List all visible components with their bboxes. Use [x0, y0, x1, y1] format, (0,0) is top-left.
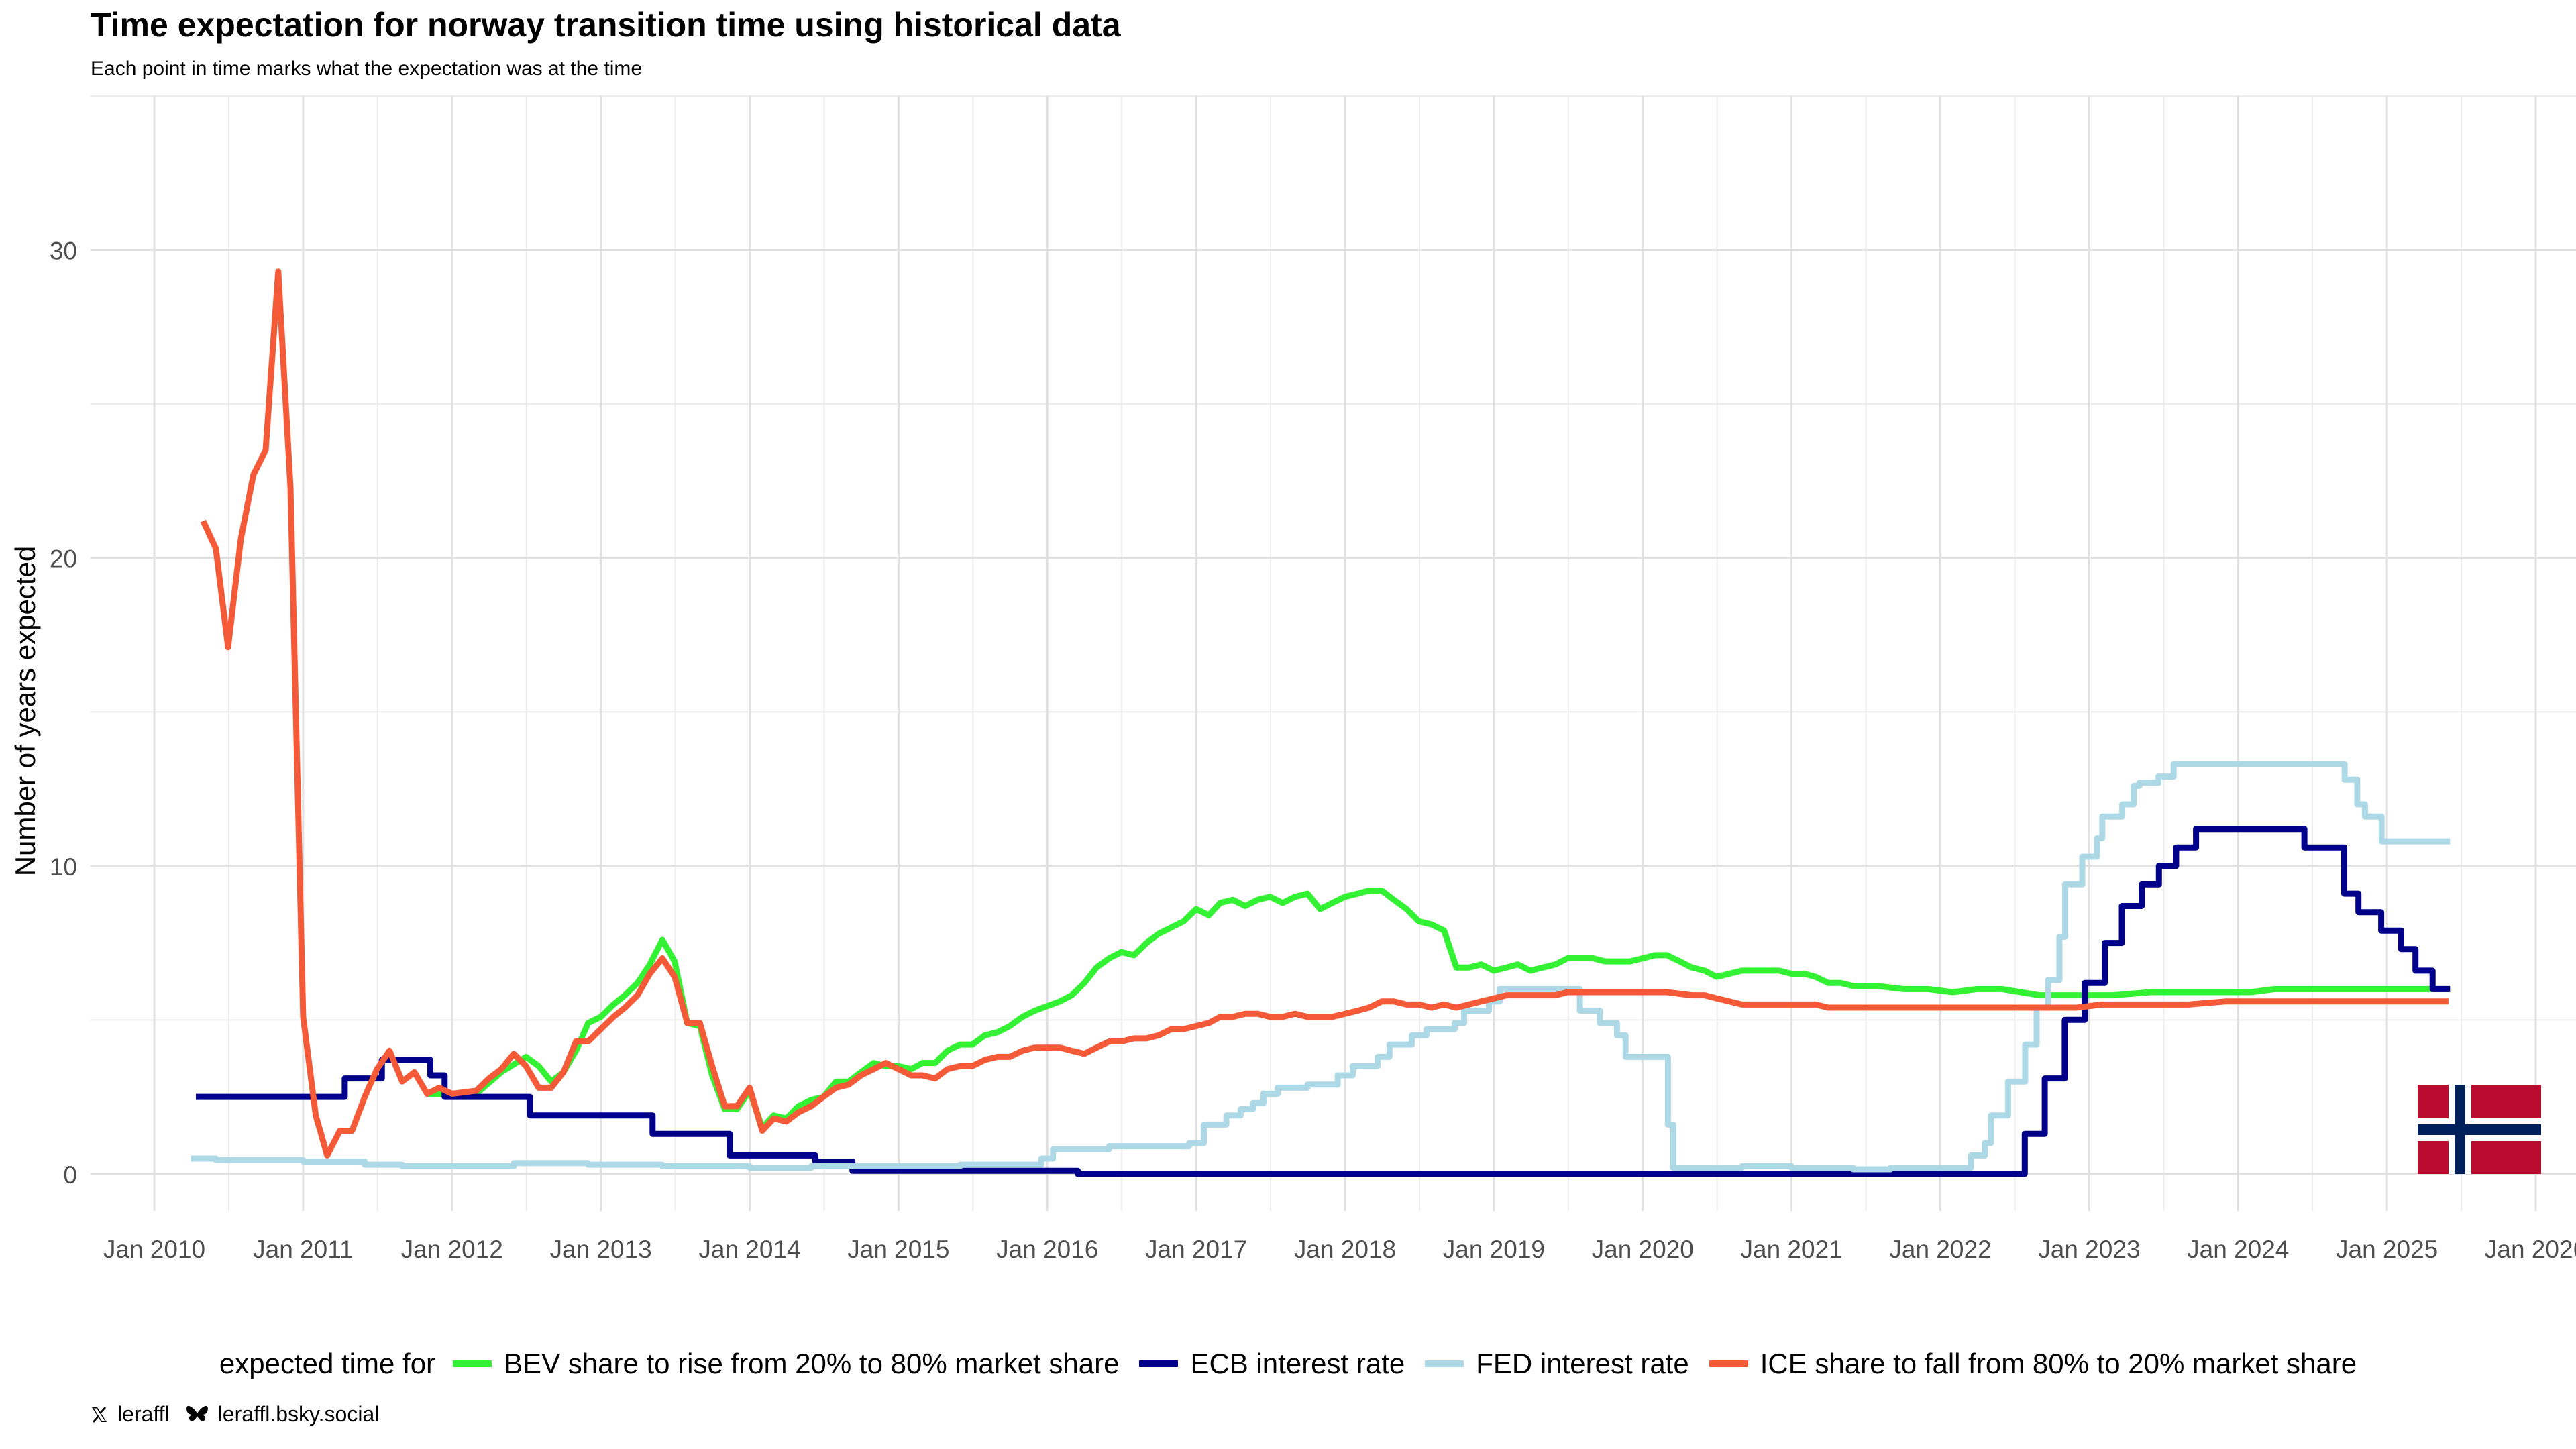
x-tick-label: Jan 2026	[2485, 1236, 2576, 1263]
x-tick-label: Jan 2020	[1592, 1236, 1694, 1263]
legend-label-1: ECB interest rate	[1190, 1348, 1405, 1379]
x-tick-label: Jan 2022	[1889, 1236, 1991, 1263]
x-tick-label: Jan 2012	[401, 1236, 503, 1263]
legend-label-3: ICE share to fall from 80% to 20% market…	[1760, 1348, 2357, 1379]
x-axis-ticks: Jan 2010 Jan 2011 Jan 2012 Jan 2013 Jan 2014…	[103, 1236, 2576, 1263]
y-tick-label: 0	[63, 1161, 77, 1189]
x-tick-label: Jan 2018	[1294, 1236, 1396, 1263]
line-chart: 0 10 20 30 Jan 2010 Jan 2011 Jan 2012 Jan 2013…	[9, 95, 2576, 1263]
legend: expected time for BEV share to rise from…	[0, 1340, 2576, 1387]
series-line-1	[196, 826, 2451, 1177]
y-tick-label: 10	[50, 853, 77, 881]
legend-item-0: BEV share to rise from 20% to 80% market…	[453, 1348, 1119, 1380]
x-tick-label: Jan 2024	[2187, 1236, 2289, 1263]
x-logo-icon	[92, 1406, 107, 1423]
series-lines	[191, 268, 2451, 1177]
x-tick-label: Jan 2021	[1741, 1236, 1843, 1263]
y-axis-ticks: 0 10 20 30	[50, 237, 77, 1189]
credit-x-handle: leraffl	[117, 1402, 170, 1426]
legend-key-2	[1425, 1360, 1464, 1367]
chart-title: Time expectation for norway transition t…	[91, 6, 1121, 44]
x-tick-label: Jan 2010	[103, 1236, 205, 1263]
x-tick-label: Jan 2014	[698, 1236, 800, 1263]
y-axis-label: Number of years expected	[9, 546, 41, 877]
series-line-2	[191, 761, 2451, 1173]
legend-key-1	[1139, 1360, 1179, 1367]
bluesky-butterfly-icon	[186, 1405, 208, 1421]
legend-item-1: ECB interest rate	[1139, 1348, 1405, 1380]
x-tick-label: Jan 2016	[996, 1236, 1098, 1263]
x-tick-label: Jan 2019	[1443, 1236, 1545, 1263]
flag-blue-horizontal	[2418, 1124, 2541, 1135]
x-tick-label: Jan 2015	[847, 1236, 949, 1263]
series-line-3	[200, 268, 2449, 1159]
x-tick-label: Jan 2011	[253, 1236, 354, 1263]
legend-title: expected time for	[219, 1348, 436, 1379]
credits: leraffl leraffl.bsky.social	[91, 1402, 395, 1427]
y-tick-label: 30	[50, 237, 77, 265]
credit-bluesky-handle: leraffl.bsky.social	[217, 1402, 380, 1426]
legend-items: BEV share to rise from 20% to 80% market…	[453, 1348, 2357, 1380]
y-tick-label: 20	[50, 545, 77, 573]
legend-key-3	[1709, 1360, 1748, 1367]
legend-key-0	[453, 1360, 492, 1367]
credit-x: leraffl	[91, 1402, 170, 1427]
norway-flag-icon	[2418, 1085, 2541, 1174]
x-tick-label: Jan 2013	[550, 1236, 652, 1263]
legend-item-3: ICE share to fall from 80% to 20% market…	[1709, 1348, 2357, 1380]
x-tick-label: Jan 2025	[2336, 1236, 2438, 1263]
x-tick-label: Jan 2023	[2038, 1236, 2140, 1263]
legend-label-2: FED interest rate	[1476, 1348, 1689, 1379]
legend-label-0: BEV share to rise from 20% to 80% market…	[504, 1348, 1120, 1379]
legend-item-2: FED interest rate	[1425, 1348, 1689, 1380]
credit-bluesky: leraffl.bsky.social	[186, 1402, 380, 1427]
chart-subtitle: Each point in time marks what the expect…	[91, 58, 643, 80]
grid	[91, 95, 2576, 1211]
x-tick-label: Jan 2017	[1145, 1236, 1247, 1263]
